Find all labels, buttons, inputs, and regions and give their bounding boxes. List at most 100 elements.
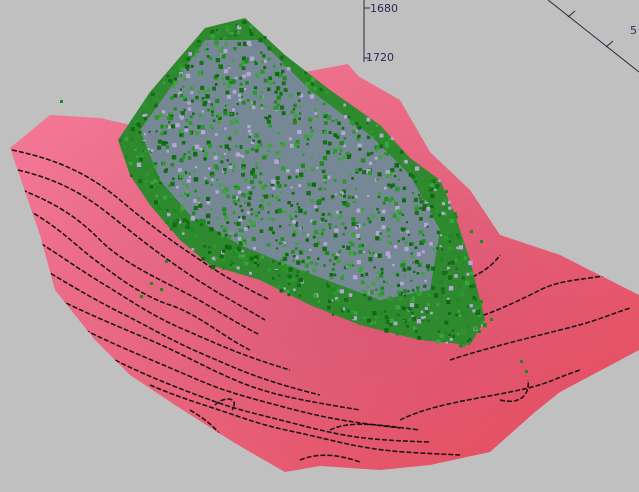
canopy-point-green — [253, 174, 257, 179]
canopy-point-green — [262, 155, 267, 160]
canopy-point-green — [423, 275, 426, 278]
canopy-point-green — [460, 291, 465, 296]
canopy-point-green — [265, 116, 269, 120]
canopy-point-green — [276, 181, 280, 185]
canopy-point-green — [457, 255, 462, 260]
canopy-point-green — [323, 175, 328, 180]
canopy-point-green — [379, 232, 382, 235]
canopy-point-green — [392, 214, 397, 218]
canopy-point-stray — [525, 370, 528, 373]
canopy-point-lavender — [237, 25, 242, 30]
canopy-point-green — [274, 90, 278, 94]
canopy-point-green — [314, 229, 319, 235]
canopy-point-green — [269, 195, 273, 198]
canopy-point-green — [276, 102, 278, 105]
canopy-point-green — [462, 241, 465, 245]
canopy-point-green — [407, 318, 412, 322]
canopy-point-green — [287, 201, 291, 205]
canopy-point-green — [279, 55, 284, 60]
canopy-point-green — [390, 196, 394, 201]
canopy-point-lavender — [355, 129, 358, 132]
canopy-point-lavender — [208, 167, 211, 170]
canopy-point-green — [136, 155, 139, 158]
canopy-point-green — [233, 34, 237, 37]
canopy-point-green — [298, 105, 301, 108]
canopy-point-green — [450, 260, 455, 265]
canopy-point-green — [309, 198, 314, 203]
canopy-point-green — [239, 63, 243, 67]
canopy-point-green — [255, 145, 260, 150]
canopy-point-green — [342, 233, 345, 236]
canopy-point-lavender — [387, 255, 391, 259]
canopy-point-green — [143, 164, 147, 167]
canopy-point-green — [352, 251, 357, 256]
canopy-point-green — [304, 71, 307, 75]
canopy-point-green — [302, 270, 306, 274]
canopy-point-green — [296, 283, 301, 288]
canopy-point-green — [408, 173, 413, 177]
canopy-point-green — [472, 296, 476, 300]
canopy-point-lavender — [204, 176, 207, 179]
canopy-point-green — [253, 86, 258, 90]
canopy-point-green — [145, 180, 148, 183]
canopy-point-lavender — [211, 178, 214, 182]
canopy-point-green — [186, 68, 189, 71]
canopy-point-green — [136, 122, 141, 127]
canopy-point-green — [371, 132, 375, 136]
canopy-point-green — [197, 90, 201, 94]
canopy-point-green — [173, 107, 177, 111]
canopy-point-lavender — [335, 297, 339, 300]
canopy-point-green — [143, 111, 147, 115]
canopy-point-lavender — [167, 212, 171, 217]
canopy-point-green — [441, 205, 446, 210]
canopy-point-green — [367, 296, 372, 301]
canopy-point-green — [291, 277, 296, 282]
canopy-point-green — [334, 256, 338, 260]
canopy-point-green — [448, 240, 452, 243]
canopy-point-green — [441, 290, 445, 294]
canopy-point-green — [148, 130, 151, 133]
canopy-point-green — [399, 297, 403, 302]
canopy-point-green — [294, 114, 298, 118]
canopy-point-green — [474, 298, 477, 301]
canopy-point-green — [407, 290, 410, 293]
canopy-point-green — [375, 124, 379, 127]
canopy-point-green — [455, 313, 458, 317]
canopy-point-green — [214, 83, 218, 86]
axis-tick-label-1680: 1680 — [370, 2, 398, 15]
canopy-point-lavender — [409, 303, 414, 307]
canopy-point-green — [225, 90, 230, 95]
canopy-point-green — [289, 217, 294, 221]
canopy-point-green — [228, 79, 233, 84]
canopy-point-green — [236, 250, 241, 255]
canopy-point-green — [266, 243, 271, 247]
canopy-point-green — [191, 99, 194, 103]
canopy-point-green — [205, 180, 208, 183]
canopy-point-lavender — [306, 233, 310, 237]
canopy-point-green — [275, 176, 280, 181]
canopy-point-green — [427, 302, 430, 306]
canopy-point-green — [279, 91, 283, 95]
canopy-point-green — [239, 76, 243, 80]
canopy-point-green — [357, 125, 362, 130]
canopy-point-green — [379, 273, 384, 278]
canopy-point-green — [387, 235, 391, 238]
canopy-point-green — [223, 167, 227, 172]
canopy-point-green — [426, 198, 430, 202]
canopy-point-green — [130, 174, 133, 178]
canopy-point-green — [263, 116, 267, 119]
canopy-point-green — [155, 194, 159, 198]
canopy-point-green — [389, 322, 393, 327]
canopy-point-green — [388, 171, 393, 177]
canopy-point-lavender — [297, 129, 302, 135]
canopy-point-green — [217, 32, 220, 35]
canopy-point-green — [263, 184, 267, 188]
canopy-point-lavender — [393, 321, 398, 326]
canopy-point-green — [287, 175, 292, 180]
canopy-point-green — [161, 162, 164, 165]
canopy-point-lavender — [314, 112, 318, 115]
canopy-point-green — [281, 262, 285, 266]
canopy-point-green — [399, 168, 402, 172]
